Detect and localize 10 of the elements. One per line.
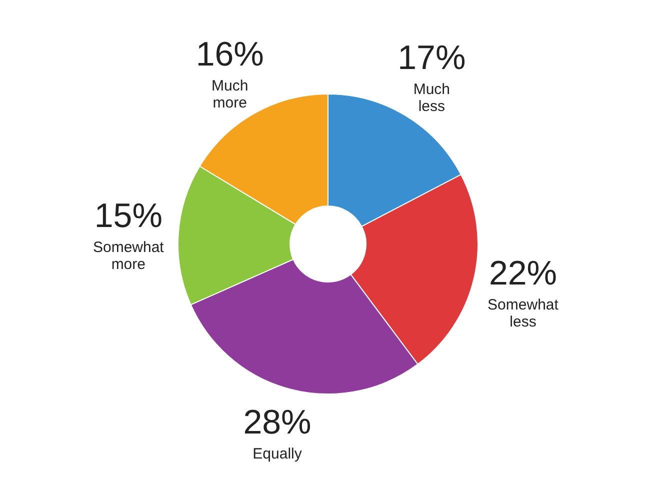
slice-label: Somewhat less (488, 296, 560, 331)
slice-label: Much less (413, 80, 450, 115)
slice-label: Somewhat more (92, 239, 165, 274)
data-label: 16% (196, 36, 264, 74)
data-label: 28% (243, 403, 312, 442)
data-label: 17% (398, 38, 466, 77)
slice-label: Equally (252, 445, 302, 462)
data-label: 15% (94, 197, 162, 236)
data-label: 22% (488, 254, 558, 293)
slice-label: Much more (212, 78, 248, 112)
